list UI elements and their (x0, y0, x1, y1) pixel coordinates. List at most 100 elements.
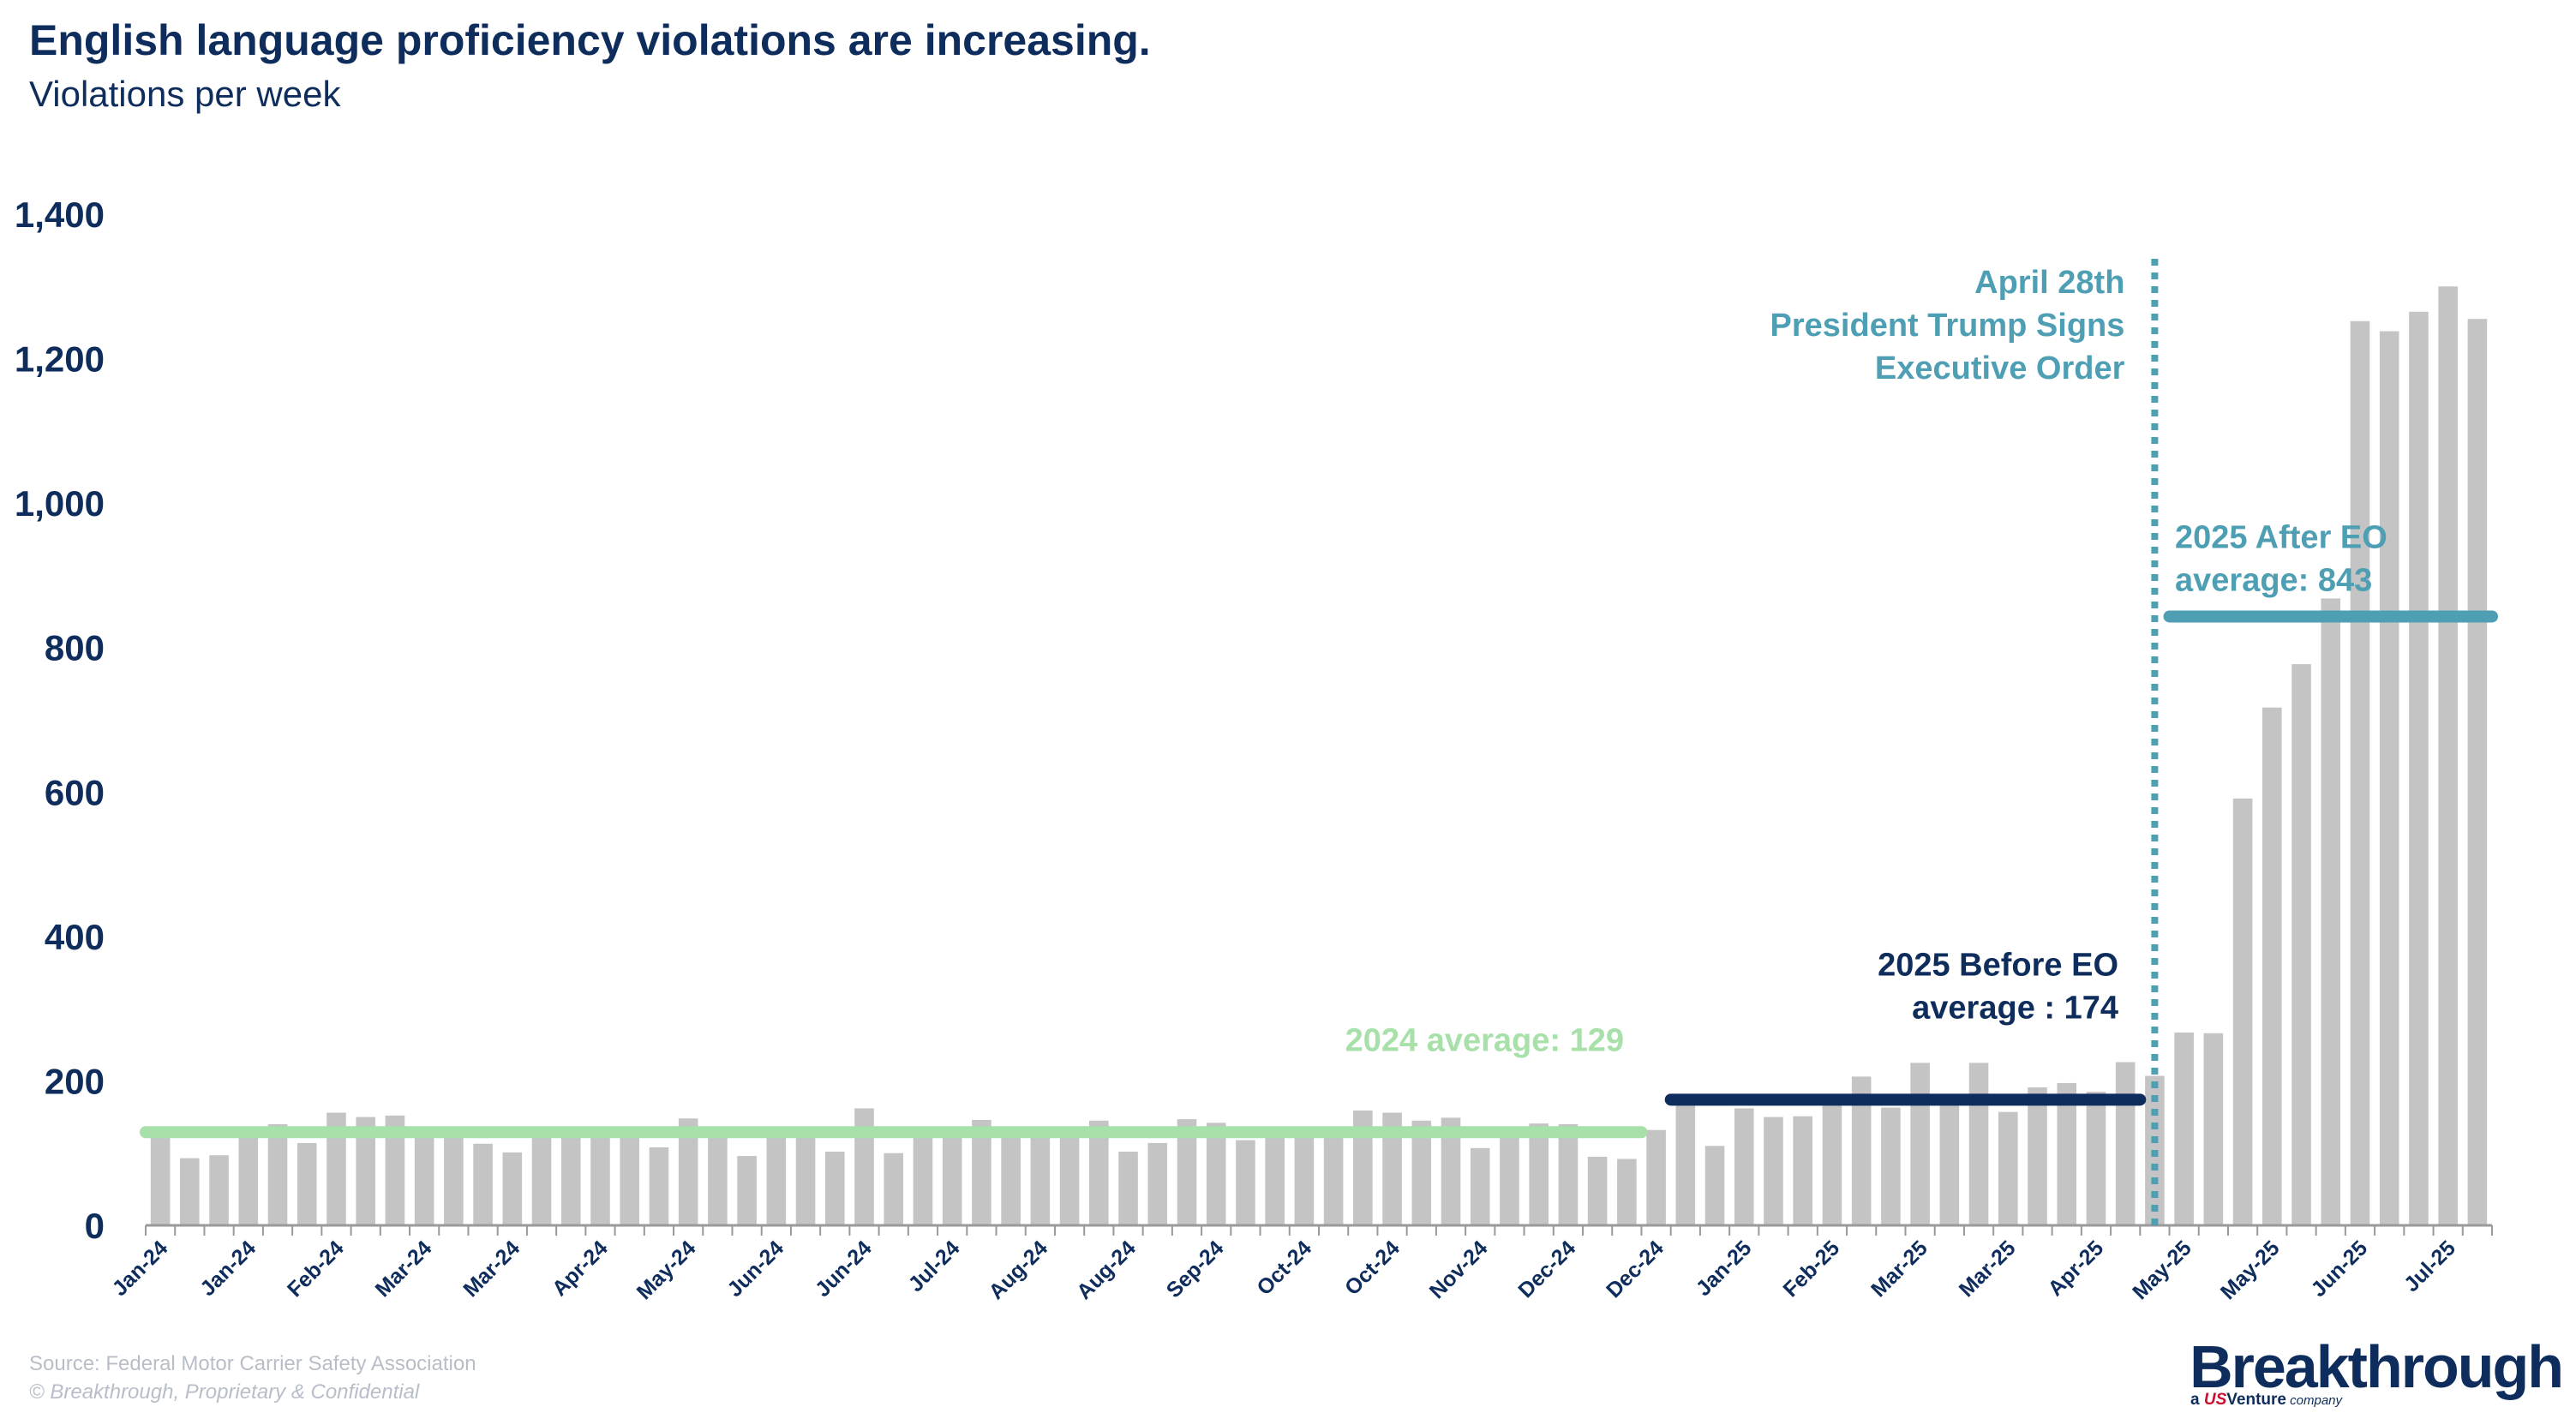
bar-53 (1704, 1146, 1725, 1225)
logo-tagline: a USVenture company (2190, 1391, 2342, 1410)
x-tick-label-25: Jun-25 (2306, 1236, 2372, 1302)
logo-tagline-venture: Venture (2226, 1391, 2286, 1409)
bar-65 (2057, 1082, 2077, 1225)
bar-35 (1177, 1119, 1197, 1225)
bar-9 (414, 1133, 434, 1225)
chart-title: English language proficiency violations … (29, 16, 1151, 64)
annotation-after-eo-line1: 2025 After EO (2175, 519, 2387, 555)
bar-38 (1265, 1130, 1285, 1225)
bar-14 (560, 1133, 581, 1225)
bar-52 (1675, 1101, 1696, 1225)
x-tick-label-24: May-25 (2216, 1236, 2285, 1304)
x-tick-label-20: Mar-25 (1866, 1236, 1932, 1302)
breakthrough-logo: Breakthrough a USVenture company (2177, 1332, 2564, 1410)
bar-10 (444, 1133, 464, 1225)
source-note: Source: Federal Motor Carrier Safety Ass… (29, 1352, 476, 1375)
annotation-before-eo-line1: 2025 Before EO (1878, 947, 2118, 983)
bar-28 (972, 1119, 991, 1225)
bar-46 (1500, 1131, 1519, 1225)
bar-49 (1587, 1156, 1608, 1225)
x-tick-label-6: May-24 (632, 1236, 701, 1304)
x-tick-label-21: Mar-25 (1955, 1236, 2021, 1302)
y-tick-label-0: 0 (85, 1206, 105, 1246)
bar-66 (2086, 1092, 2106, 1225)
bar-31 (1059, 1132, 1080, 1225)
x-tick-label-7: Jun-24 (722, 1236, 788, 1302)
bar-74 (2321, 598, 2341, 1225)
bar-57 (1822, 1101, 1842, 1225)
x-tick-label-19: Feb-25 (1778, 1236, 1844, 1302)
bar-73 (2291, 664, 2311, 1225)
bar-70 (2203, 1033, 2224, 1225)
y-tick-label-800: 800 (45, 628, 105, 668)
average-lines (140, 610, 2498, 1139)
bar-59 (1881, 1107, 1901, 1225)
bar-48 (1558, 1124, 1579, 1225)
x-tick-label-22: Apr-25 (2043, 1236, 2108, 1301)
bar-37 (1236, 1140, 1255, 1225)
annotation-event-line3: Executive Order (1875, 350, 2125, 386)
bar-44 (1441, 1117, 1461, 1225)
confidential-note: © Breakthrough, Proprietary & Confidenti… (29, 1380, 420, 1404)
y-tick-label-200: 200 (45, 1061, 105, 1101)
bar-51 (1646, 1129, 1666, 1225)
bar-42 (1382, 1112, 1402, 1225)
bar-45 (1470, 1147, 1490, 1225)
bar-76 (2379, 331, 2399, 1225)
annotation-before-eo-line2: average : 174 (1912, 990, 2118, 1026)
bar-77 (2409, 311, 2429, 1226)
logo-tagline-prefix: a (2190, 1391, 2204, 1409)
bar-79 (2467, 319, 2488, 1225)
logo-tagline-us: US (2203, 1391, 2227, 1409)
bar-22 (795, 1133, 816, 1225)
bar-23 (824, 1152, 845, 1225)
x-tick-label-17: Dec-24 (1602, 1236, 1668, 1302)
x-tick-label-5: Apr-24 (548, 1236, 613, 1301)
x-tick-label-26: Jul-25 (2399, 1236, 2460, 1296)
y-tick-label-1400: 1,400 (15, 195, 105, 235)
chart-subtitle: Violations per week (29, 74, 341, 114)
annotation-after-eo-line2: average: 843 (2175, 562, 2372, 598)
bar-19 (708, 1133, 728, 1225)
bar-50 (1617, 1159, 1637, 1225)
bar-1 (180, 1158, 200, 1225)
bar-12 (502, 1152, 523, 1225)
bar-3 (238, 1133, 259, 1225)
bar-26 (913, 1126, 933, 1225)
x-tick-label-16: Dec-24 (1513, 1236, 1580, 1302)
x-tick-label-10: Aug-24 (984, 1236, 1052, 1304)
logo-tagline-suffix: company (2285, 1393, 2343, 1408)
annotation-2024-average: 2024 average: 129 (1345, 1022, 1624, 1058)
bar-series (150, 286, 2488, 1226)
x-tick-label-11: Aug-24 (1072, 1236, 1141, 1304)
bar-60 (1910, 1063, 1930, 1225)
y-axis-tick-labels: 0 200 400 600 800 1,000 1,200 1,400 (15, 195, 105, 1246)
bar-27 (942, 1130, 962, 1225)
bar-78 (2438, 286, 2458, 1226)
bar-0 (150, 1135, 171, 1225)
x-tick-label-4: Mar-24 (458, 1236, 524, 1302)
bar-34 (1147, 1142, 1168, 1225)
bar-33 (1118, 1152, 1138, 1225)
x-tick-label-12: Sep-24 (1162, 1236, 1229, 1302)
y-tick-label-1000: 1,000 (15, 483, 105, 524)
bar-72 (2262, 707, 2282, 1225)
bar-40 (1323, 1135, 1344, 1225)
bar-7 (356, 1117, 375, 1225)
x-tick-label-14: Oct-24 (1340, 1236, 1405, 1300)
annotation-event-line1: April 28th (1974, 265, 2124, 301)
x-tick-label-18: Jan-25 (1692, 1236, 1757, 1301)
x-tick-label-0: Jan-24 (108, 1236, 173, 1301)
bar-18 (678, 1118, 698, 1225)
bar-6 (326, 1112, 346, 1225)
bar-15 (590, 1129, 610, 1225)
x-axis-tick-labels: Jan-24 Jan-24 Feb-24 Mar-24 Mar-24 Apr-24 May-… (108, 1236, 2460, 1304)
chart-annotations: 2024 average: 129 2025 Before EO average :… (1345, 265, 2387, 1058)
bar-17 (649, 1147, 669, 1225)
annotation-event-line2: President Trump Signs (1770, 308, 2125, 344)
x-tick-label-15: Nov-24 (1425, 1236, 1493, 1303)
bar-2 (209, 1155, 229, 1225)
bar-64 (2028, 1087, 2047, 1225)
bar-16 (620, 1131, 640, 1225)
